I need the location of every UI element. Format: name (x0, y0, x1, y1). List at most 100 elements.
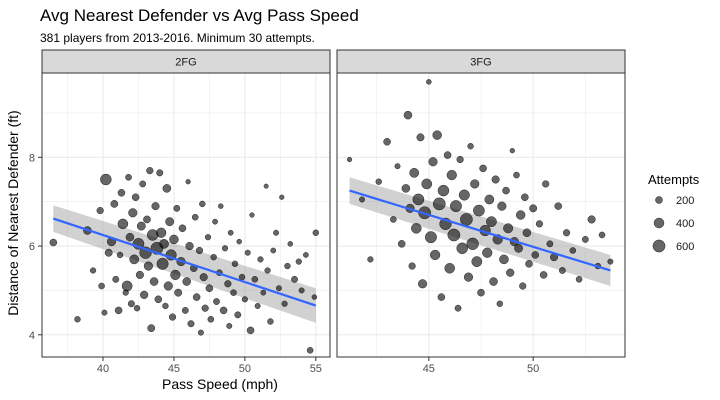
data-point (506, 268, 515, 277)
data-point (143, 261, 153, 271)
data-point (460, 213, 473, 226)
data-point (218, 203, 224, 209)
data-point (375, 178, 382, 185)
data-point (456, 155, 464, 164)
data-point (417, 279, 428, 289)
data-point (291, 275, 298, 283)
data-point (199, 273, 208, 282)
data-point (467, 143, 474, 150)
data-point (471, 256, 483, 267)
data-point (156, 257, 169, 270)
data-point (515, 210, 526, 220)
data-point (598, 231, 606, 239)
data-point (496, 300, 503, 307)
data-point (195, 246, 204, 255)
data-point (246, 326, 255, 335)
data-point (135, 270, 144, 279)
y-axis-title: Distance of Nearest Defender (ft) (5, 110, 21, 315)
data-point (443, 151, 452, 159)
data-point (136, 221, 146, 231)
data-point (311, 294, 318, 300)
data-point (98, 282, 105, 290)
data-point (444, 263, 455, 274)
data-point (502, 186, 510, 195)
data-point (437, 184, 450, 197)
data-point (192, 293, 201, 301)
y-tick-label: 4 (29, 330, 35, 342)
data-point (101, 309, 108, 316)
chart-title: Avg Nearest Defender vs Avg Pass Speed (40, 6, 359, 25)
data-point (279, 194, 285, 200)
data-point (539, 271, 548, 279)
data-point (201, 304, 209, 312)
data-point (236, 238, 242, 245)
data-point (162, 184, 172, 193)
data-point (143, 215, 151, 224)
data-point (251, 276, 259, 283)
data-point (408, 262, 416, 270)
data-point (185, 179, 191, 185)
data-point (421, 178, 433, 190)
chart-subtitle: 381 players from 2013-2016. Minimum 30 a… (40, 31, 315, 45)
data-point (230, 289, 237, 296)
data-point (104, 248, 113, 257)
data-point (191, 213, 199, 221)
panel-border (41, 72, 331, 358)
x-tick-label: 50 (239, 363, 251, 375)
data-point (267, 318, 274, 325)
data-point (212, 218, 218, 225)
data-point (432, 130, 442, 140)
data-point (264, 267, 271, 274)
data-point (298, 287, 305, 294)
data-point (226, 322, 233, 329)
data-point (231, 260, 239, 268)
data-point (244, 249, 251, 256)
data-point (587, 215, 596, 224)
data-point (114, 306, 123, 315)
data-point (531, 251, 540, 259)
data-point (519, 282, 527, 290)
panel-2fg: 2FG 40 45 50 55 4 6 8 (29, 49, 331, 375)
data-point (249, 212, 255, 218)
strip-label: 3FG (470, 57, 491, 69)
data-point (411, 223, 422, 234)
data-point (454, 304, 462, 312)
data-point (409, 167, 420, 178)
data-point (263, 183, 269, 189)
data-point (306, 347, 314, 354)
x-tick-label: 50 (527, 363, 539, 375)
data-point (446, 169, 457, 181)
data-point (390, 216, 397, 223)
data-point (403, 110, 413, 120)
data-point (187, 320, 195, 328)
data-point (221, 245, 229, 252)
data-point (154, 295, 163, 304)
data-point (174, 288, 183, 297)
data-point (558, 267, 566, 274)
data-point (117, 189, 126, 197)
panel-3fg: 3FG 45 50 (336, 49, 626, 375)
data-point (149, 277, 159, 286)
data-point (273, 229, 280, 236)
data-point (458, 189, 470, 201)
data-point (473, 204, 485, 217)
data-point (49, 238, 58, 247)
data-point (170, 269, 181, 281)
x-tick-label: 55 (310, 363, 322, 375)
data-point (159, 238, 169, 249)
data-point (491, 175, 500, 184)
data-point (486, 216, 497, 228)
data-point (156, 169, 164, 177)
data-point (416, 133, 425, 142)
data-point (163, 281, 173, 291)
data-point (397, 240, 406, 248)
legend-title: Attempts (648, 172, 700, 187)
data-point (178, 224, 187, 233)
legend-label: 600 (676, 241, 694, 253)
data-point (509, 148, 515, 154)
data-point (466, 237, 479, 251)
data-point (197, 329, 204, 336)
data-point (129, 254, 140, 265)
data-point (437, 293, 446, 301)
data-point (503, 223, 514, 234)
